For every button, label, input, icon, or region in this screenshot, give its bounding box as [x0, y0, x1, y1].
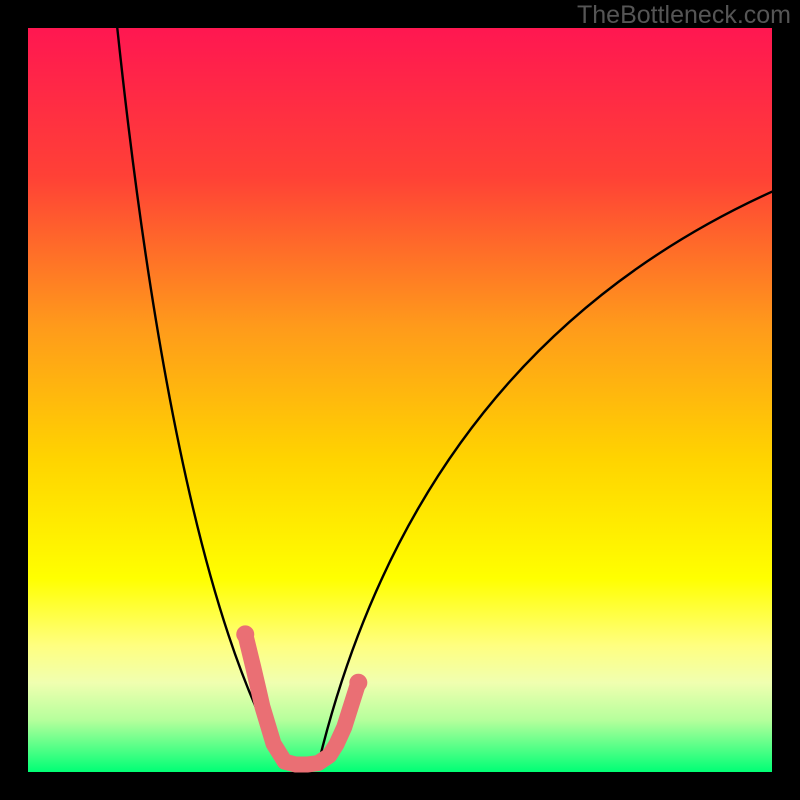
chart-frame: TheBottleneck.com [0, 0, 800, 800]
plot-background [28, 28, 772, 772]
watermark-text: TheBottleneck.com [577, 1, 791, 30]
